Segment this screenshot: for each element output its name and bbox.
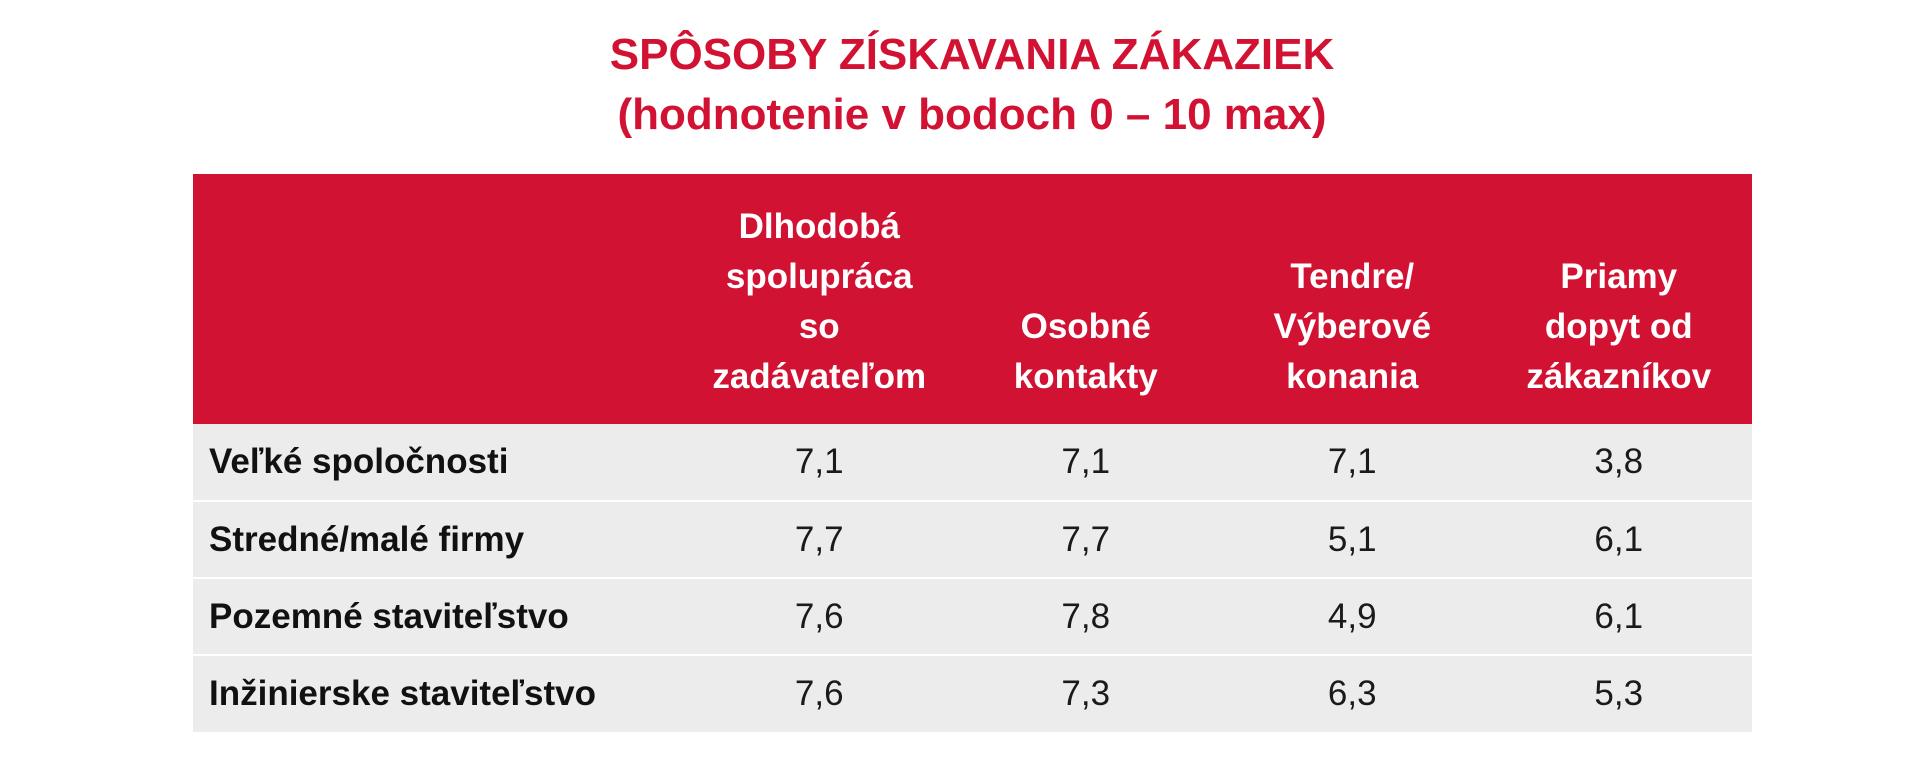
table-cell: 7,1 [1061,442,1111,481]
table-row: Stredné/malé firmy 7,7 7,7 5,1 6,1 [193,501,1752,578]
table-row: Pozemné staviteľstvo 7,6 7,8 4,9 6,1 [193,578,1752,655]
table-row: Inžinierske staviteľstvo 7,6 7,3 6,3 5,3 [193,655,1752,732]
chart-subtitle: (hodnotenie v bodoch 0 – 10 max) [617,90,1327,139]
table-row: Veľké spoločnosti 7,1 7,1 7,1 3,8 [193,424,1752,501]
row-label: Pozemné staviteľstvo [209,596,569,636]
data-table: Dlhodobá spolupráca so zadávateľom Osobn… [193,174,1752,732]
chart-title: SPÔSOBY ZÍSKAVANIA ZÁKAZIEK [609,30,1335,79]
row-label: Veľké spoločnosti [209,442,509,481]
column-header-line: spolupráca [725,257,913,296]
column-header-tenders: Tendre/ Výberové konania [1219,174,1486,424]
data-table-container: Dlhodobá spolupráca so zadávateľom Osobn… [193,174,1752,732]
table-cell: 7,7 [794,519,844,559]
table-header-row: Dlhodobá spolupráca so zadávateľom Osobn… [193,174,1752,424]
row-label: Inžinierske staviteľstvo [209,674,596,713]
table-cell: 5,1 [1327,519,1377,559]
column-header-line: kontakty [1013,357,1158,396]
table-cell: 7,8 [1061,596,1111,636]
column-header-line: zákazníkov [1526,357,1712,396]
table-cell: 7,1 [794,442,844,481]
table-cell: 3,8 [1594,442,1644,481]
column-header-line: dopyt od [1544,307,1693,346]
row-label: Stredné/malé firmy [209,519,525,559]
table-cell: 6,1 [1594,596,1644,636]
column-header-line: Dlhodobá [738,207,900,246]
header-empty-cell [193,174,686,424]
table-cell: 7,6 [794,596,844,636]
column-header-line: konania [1286,357,1419,396]
column-header-personal-contacts: Osobné kontakty [953,174,1220,424]
column-header-line: so [798,307,840,346]
column-header-line: Tendre/ [1290,257,1415,296]
column-header-line: Osobné [1020,307,1151,346]
column-header-direct-demand: Priamy dopyt od zákazníkov [1486,174,1753,424]
table-cell: 6,3 [1327,674,1377,713]
column-header-line: zadávateľom [712,357,927,396]
column-header-line: Priamy [1560,257,1678,296]
table-cell: 4,9 [1327,596,1377,636]
column-header-long-term-cooperation: Dlhodobá spolupráca so zadávateľom [686,174,953,424]
table-cell: 7,3 [1061,674,1111,713]
table-cell: 7,1 [1327,442,1377,481]
table-cell: 7,7 [1061,519,1111,559]
table-cell: 7,6 [794,674,844,713]
column-header-line: Výberové [1273,307,1432,346]
table-cell: 6,1 [1594,519,1644,559]
table-cell: 5,3 [1594,674,1644,713]
